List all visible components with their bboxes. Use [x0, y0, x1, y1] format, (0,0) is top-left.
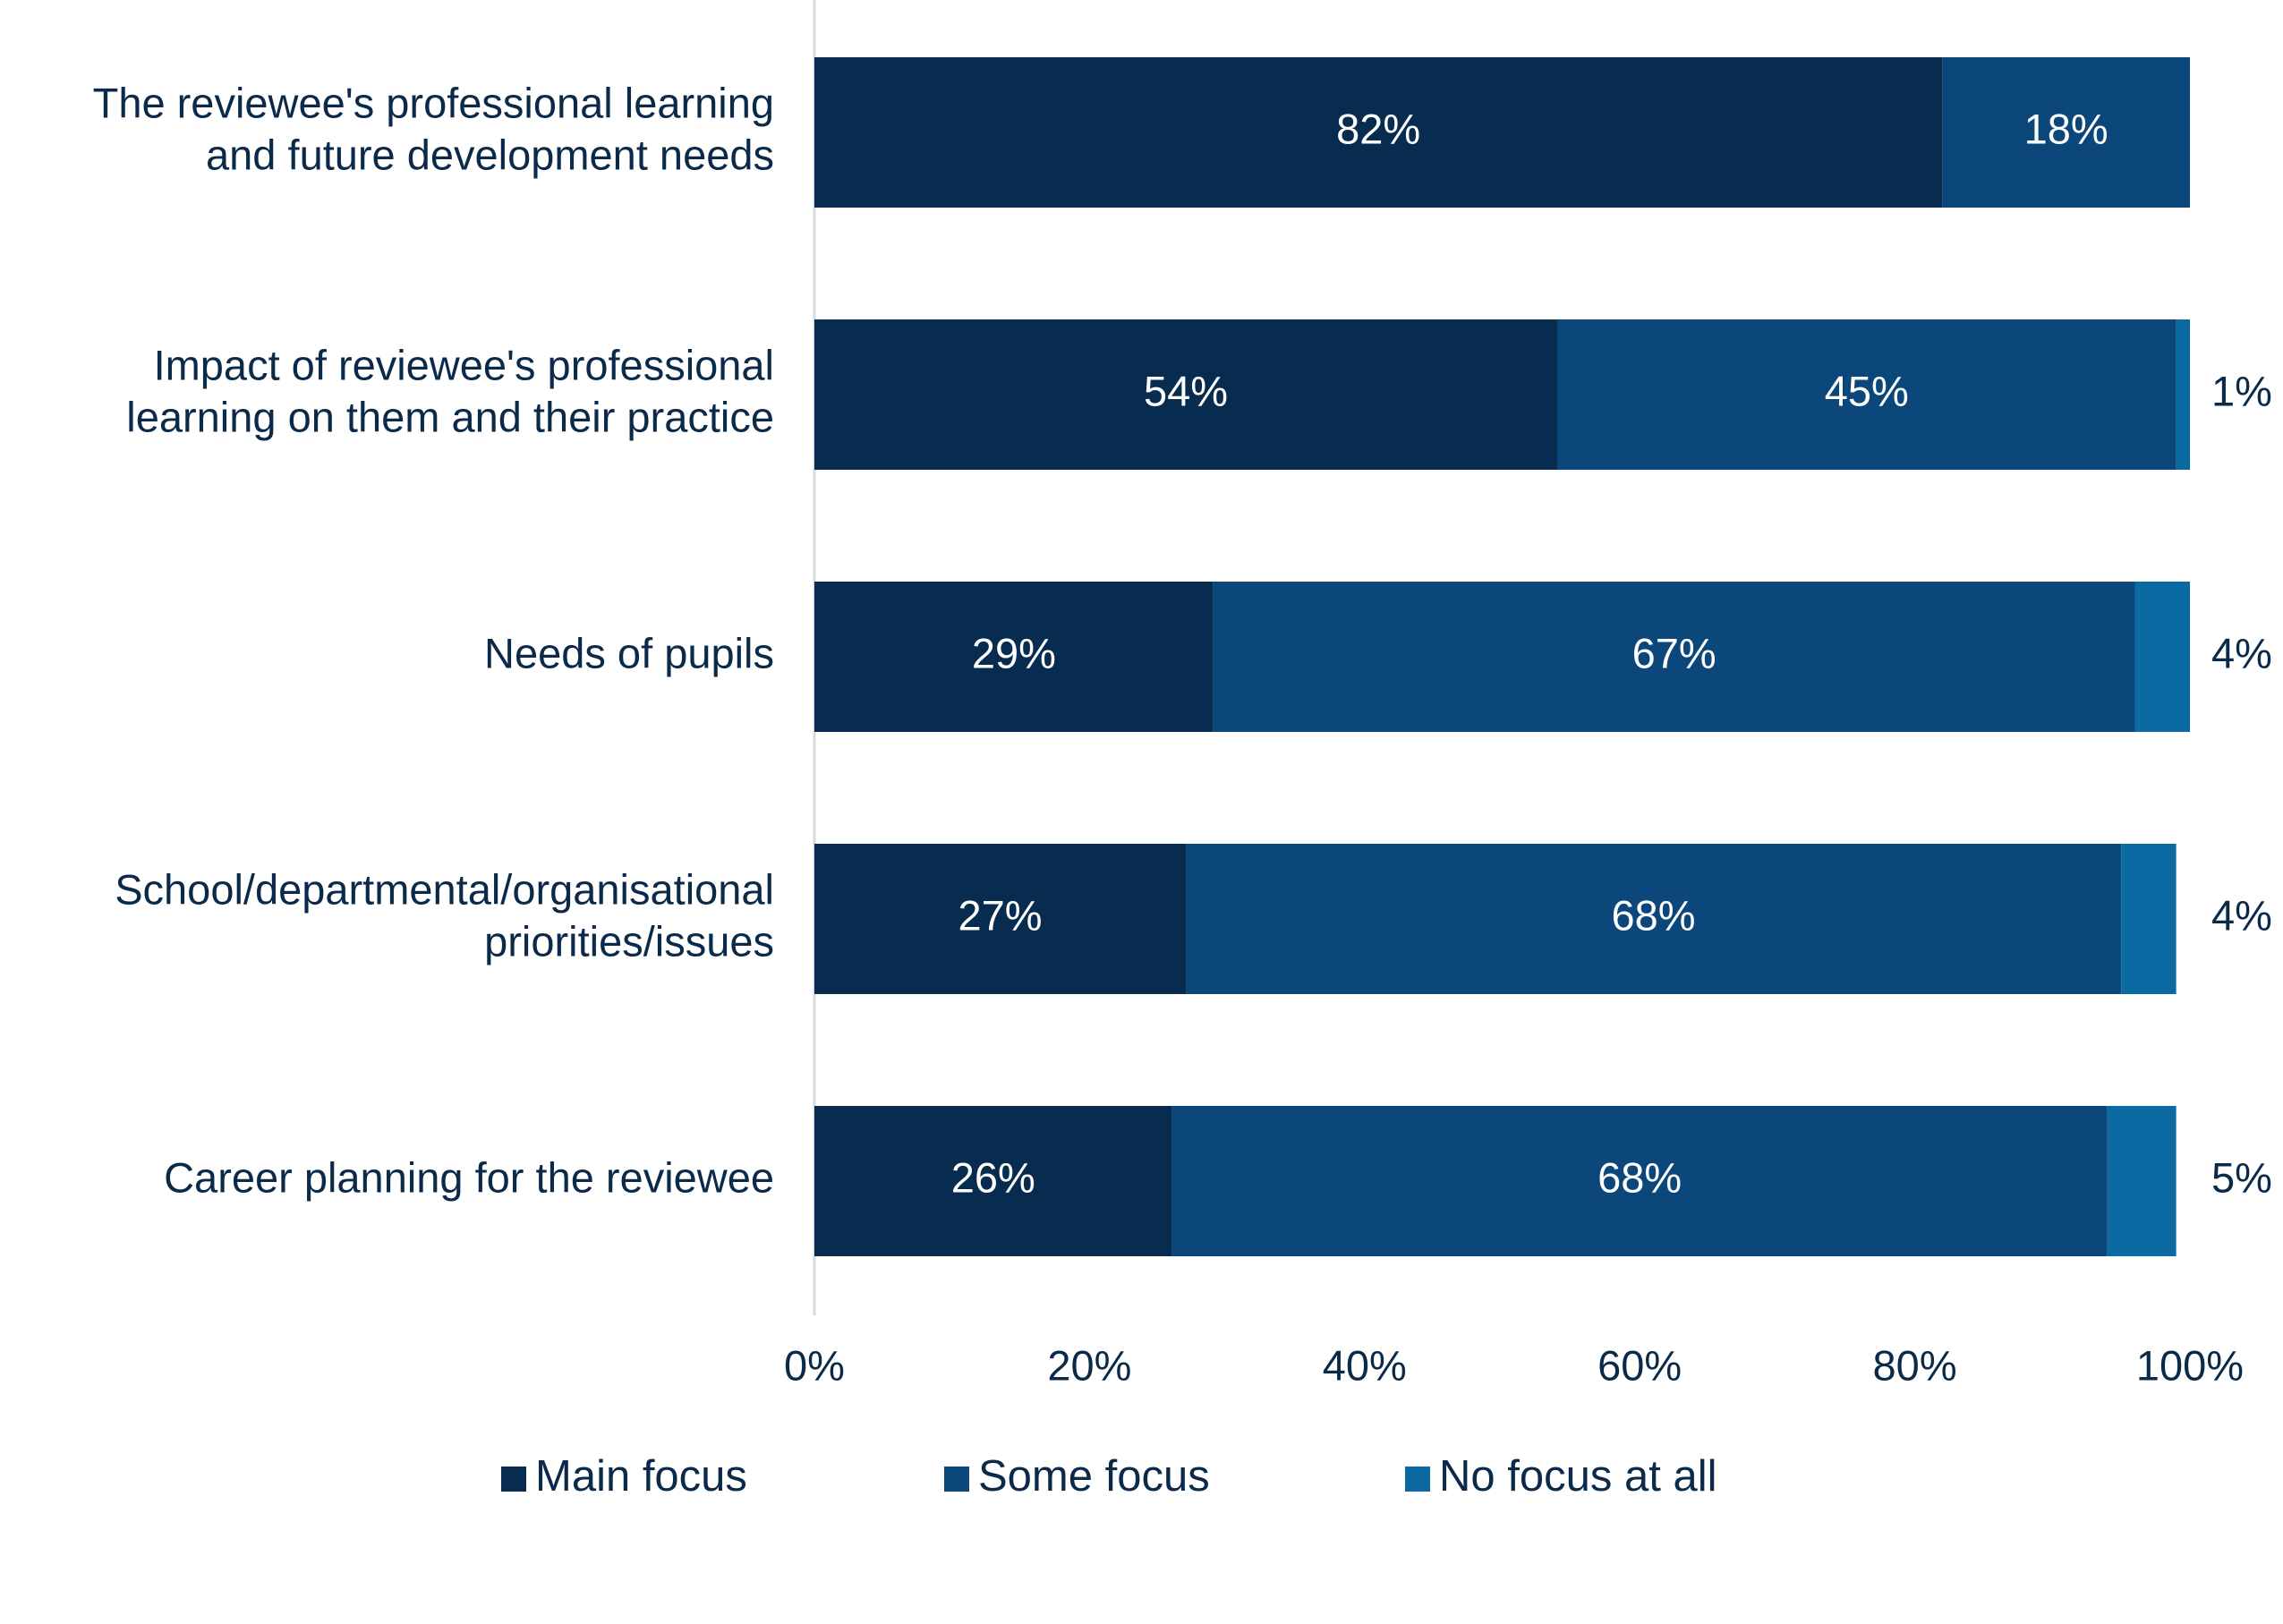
legend-label: Main focus: [535, 1452, 747, 1501]
data-label: 45%: [1825, 367, 1909, 414]
bars-layer: 82% 18% 54% 45% 1% 29% 67% 4% 27% 68% 4% 26% 68% 5%: [814, 57, 2272, 1256]
data-label: 82%: [1336, 105, 1420, 152]
bar-segment-no-focus-at-all: [2121, 844, 2177, 994]
data-label: 27%: [958, 891, 1042, 939]
x-tick-label: 20%: [1047, 1341, 1131, 1389]
data-label: 68%: [1597, 1153, 1682, 1201]
data-label: 54%: [1144, 367, 1228, 414]
bar-segment-some-focus: [1942, 57, 2190, 208]
bar-segment-main-focus: [814, 57, 1943, 208]
bar-segment-main-focus: [814, 319, 1557, 470]
x-tick-label: 100%: [2136, 1341, 2244, 1389]
legend-label: Some focus: [978, 1452, 1210, 1501]
bar-segment-some-focus: [1213, 582, 2135, 732]
legend-swatch: [944, 1467, 969, 1492]
x-tick-label: 40%: [1323, 1341, 1407, 1389]
x-tick-label: 80%: [1873, 1341, 1957, 1389]
category-label: The reviewee's professional learning and …: [93, 79, 774, 178]
x-tick-label: 60%: [1597, 1341, 1682, 1389]
legend-swatch: [501, 1467, 526, 1492]
bar-segment-no-focus-at-all: [2134, 582, 2190, 732]
bar-segment-some-focus: [1171, 1106, 2108, 1256]
data-label: 1%: [2211, 367, 2272, 414]
data-label: 4%: [2211, 891, 2272, 939]
bar-segment-main-focus: [814, 1106, 1172, 1256]
bar-segment-no-focus-at-all: [2176, 319, 2190, 470]
data-label: 4%: [2211, 629, 2272, 676]
x-tick-label: 0%: [784, 1341, 845, 1389]
category-label: School/departmental/organisational priori…: [115, 865, 774, 965]
data-label: 5%: [2211, 1153, 2272, 1201]
bar-segment-some-focus: [1185, 844, 2122, 994]
bar-segment-main-focus: [814, 582, 1214, 732]
legend-label: No focus at all: [1439, 1452, 1717, 1501]
data-label: 67%: [1632, 629, 1717, 676]
legend-swatch: [1405, 1467, 1430, 1492]
data-label: 68%: [1612, 891, 1696, 939]
bar-segment-no-focus-at-all: [2107, 1106, 2177, 1256]
category-label: Needs of pupils: [484, 629, 774, 676]
bar-segment-some-focus: [1556, 319, 2177, 470]
category-label: Impact of reviewee's professional learnin…: [126, 341, 774, 440]
bar-segment-main-focus: [814, 844, 1186, 994]
legend: Main focus Some focus No focus at all: [501, 1452, 1717, 1501]
category-labels: The reviewee's professional learning and …: [93, 79, 774, 1201]
x-axis-ticks: 0% 20% 40% 60% 80% 100%: [784, 1341, 2244, 1389]
data-label: 18%: [2024, 105, 2108, 152]
data-label: 29%: [972, 629, 1056, 676]
category-label: Career planning for the reviewee: [164, 1153, 774, 1201]
data-label: 26%: [951, 1153, 1035, 1201]
